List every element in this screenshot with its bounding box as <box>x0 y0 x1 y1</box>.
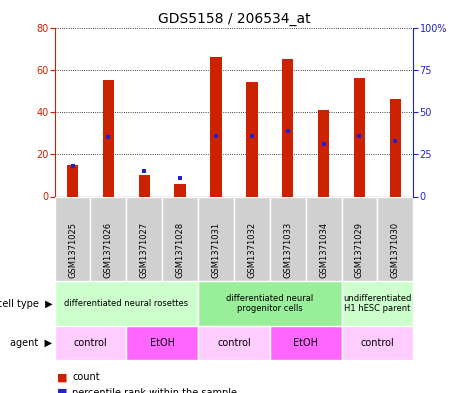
Bar <box>139 175 150 196</box>
Bar <box>126 326 198 360</box>
Bar <box>342 281 413 326</box>
Bar <box>270 196 306 281</box>
Bar <box>162 196 198 281</box>
Bar <box>342 196 378 281</box>
Text: GSM1371031: GSM1371031 <box>211 222 220 279</box>
Bar <box>342 326 413 360</box>
Text: differentiated neural
progenitor cells: differentiated neural progenitor cells <box>226 294 314 313</box>
Bar <box>354 78 365 196</box>
Text: GSM1371029: GSM1371029 <box>355 222 364 279</box>
Title: GDS5158 / 206534_at: GDS5158 / 206534_at <box>158 13 310 26</box>
Text: undifferentiated
H1 hESC parent: undifferentiated H1 hESC parent <box>343 294 411 313</box>
Bar <box>91 196 126 281</box>
Bar <box>55 326 126 360</box>
Text: ■: ■ <box>57 388 67 393</box>
Bar <box>282 59 294 196</box>
Text: control: control <box>361 338 394 348</box>
Text: count: count <box>72 372 100 382</box>
Text: GSM1371033: GSM1371033 <box>283 222 292 279</box>
Bar <box>378 196 413 281</box>
Bar <box>174 184 186 196</box>
Bar <box>198 326 270 360</box>
Text: GSM1371030: GSM1371030 <box>391 222 400 279</box>
Text: GSM1371032: GSM1371032 <box>247 222 257 279</box>
Bar <box>198 196 234 281</box>
Text: percentile rank within the sample: percentile rank within the sample <box>72 388 237 393</box>
Text: cell type  ▶: cell type ▶ <box>0 299 52 309</box>
Text: GSM1371028: GSM1371028 <box>176 222 185 279</box>
Bar <box>55 196 91 281</box>
Bar <box>126 196 162 281</box>
Bar <box>210 57 222 196</box>
Text: EtOH: EtOH <box>150 338 175 348</box>
Text: GSM1371026: GSM1371026 <box>104 222 113 279</box>
Bar <box>55 281 198 326</box>
Text: EtOH: EtOH <box>293 338 318 348</box>
Bar <box>318 110 329 196</box>
Bar <box>198 281 342 326</box>
Text: GSM1371034: GSM1371034 <box>319 222 328 279</box>
Text: control: control <box>74 338 107 348</box>
Bar <box>246 83 257 196</box>
Text: agent  ▶: agent ▶ <box>10 338 52 348</box>
Text: GSM1371025: GSM1371025 <box>68 222 77 279</box>
Bar <box>67 165 78 196</box>
Text: differentiated neural rosettes: differentiated neural rosettes <box>64 299 189 308</box>
Text: ■: ■ <box>57 372 67 382</box>
Bar <box>306 196 342 281</box>
Text: control: control <box>217 338 251 348</box>
Bar <box>103 80 114 196</box>
Bar <box>270 326 342 360</box>
Bar <box>234 196 270 281</box>
Text: GSM1371027: GSM1371027 <box>140 222 149 279</box>
Bar <box>390 99 401 196</box>
